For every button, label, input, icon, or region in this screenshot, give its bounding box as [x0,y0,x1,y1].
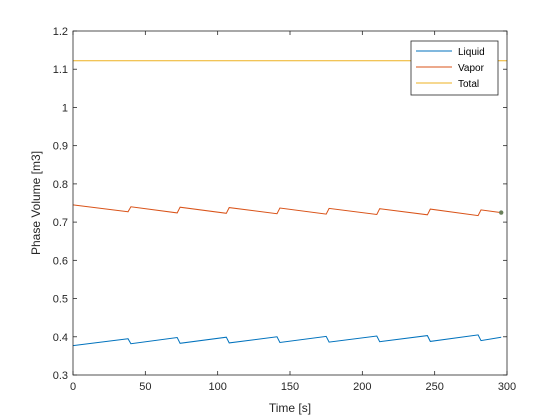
legend-label-vapor: Vapor [458,63,485,74]
y-tick-label: 0.7 [53,217,68,229]
y-tick-label: 0.8 [53,179,68,191]
ticks-layer: 0 50 100 150 200 250 300 0.3 0.4 0.5 0.6 0.7 0.8 0.9 1… [53,26,516,393]
x-tick-label: 150 [281,381,299,393]
x-tick-label: 100 [208,381,226,393]
y-tick-label: 0.5 [53,294,68,306]
y-axis-title: Phase Volume [m3] [29,151,43,255]
x-tick-label: 200 [353,381,371,393]
y-tick-label: 1.2 [53,26,68,38]
y-tick-label: 0.6 [53,255,68,267]
legend-label-liquid: Liquid [458,47,485,58]
y-tick-label: 0.4 [53,332,68,344]
series-line-vapor [72,204,502,217]
legend-items: Liquid Vapor Total [416,47,485,90]
x-tick-label: 50 [139,381,151,393]
x-tick-label: 250 [425,381,443,393]
legend-box [410,40,499,96]
data-point-marker [499,210,504,215]
axes-box [72,30,508,376]
y-tick-label: 0.9 [53,141,68,153]
series-line-liquid [72,334,502,347]
x-tick-label: 0 [70,381,76,393]
y-tick-label: 1.1 [53,64,68,76]
y-tick-label: 1 [62,102,68,114]
legend-label-total: Total [458,79,479,90]
x-axis-title: Time [s] [269,401,311,415]
y-tick-label: 0.3 [53,370,68,382]
legend: Liquid Vapor Total [410,40,499,96]
x-tick-label: 300 [498,381,516,393]
